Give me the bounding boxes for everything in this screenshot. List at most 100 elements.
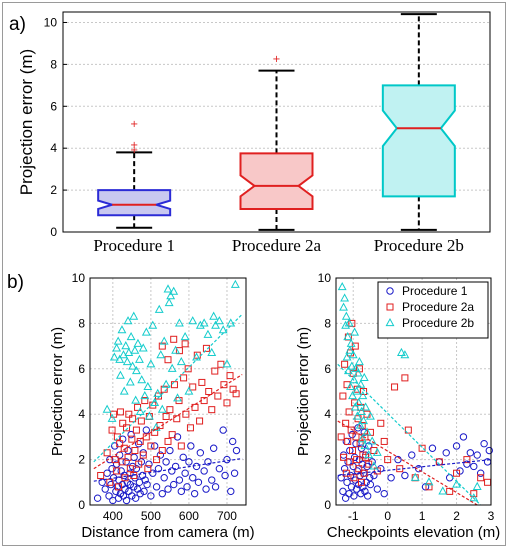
- data-point: [111, 456, 119, 464]
- data-point: [202, 485, 210, 493]
- data-point: [135, 460, 143, 468]
- data-point: [143, 381, 153, 391]
- data-point: [208, 476, 216, 484]
- data-point: [472, 481, 482, 490]
- data-point: [354, 356, 364, 366]
- data-point: [124, 453, 132, 461]
- x-tick-label: 500: [141, 509, 161, 523]
- data-point: [166, 406, 174, 414]
- data-point: [219, 426, 227, 434]
- data-point: [369, 461, 379, 470]
- data-point: [189, 474, 197, 482]
- data-point: [214, 392, 222, 400]
- legend-marker: [386, 303, 394, 311]
- data-point: [349, 447, 357, 455]
- data-point: [183, 483, 191, 491]
- data-point: [123, 316, 133, 325]
- data-point: [102, 404, 112, 413]
- data-point: [143, 480, 151, 489]
- box-1: +++: [97, 119, 172, 229]
- data-point: [151, 422, 161, 431]
- data-point: [146, 359, 156, 368]
- data-point: [232, 390, 240, 398]
- data-point: [185, 458, 193, 466]
- y-tick-label: 0: [50, 225, 57, 239]
- y-tick-label: 2: [324, 453, 331, 467]
- data-point: [153, 388, 163, 397]
- legend-entry: Procedure 1: [402, 284, 468, 298]
- data-point: [223, 399, 231, 407]
- data-point: [181, 469, 189, 477]
- data-point: [131, 366, 141, 375]
- data-point: [157, 404, 167, 413]
- data-point: [188, 316, 198, 325]
- data-point: [428, 444, 437, 452]
- data-point: [204, 458, 212, 466]
- data-point: [115, 370, 125, 379]
- data-point: [345, 489, 353, 498]
- data-point: [365, 460, 373, 468]
- trend-line-1: [337, 459, 492, 477]
- data-point: [214, 316, 224, 325]
- data-point: [364, 450, 374, 459]
- data-point: [340, 464, 349, 473]
- data-point: [93, 494, 102, 502]
- data-point: [125, 410, 133, 418]
- data-point: [211, 483, 220, 491]
- y-tick-label: 8: [78, 316, 85, 330]
- data-point: [418, 444, 426, 452]
- data-point: [170, 381, 178, 389]
- data-point: [366, 480, 375, 489]
- category-label: Procedure 2a: [232, 236, 322, 255]
- data-point: [98, 478, 106, 486]
- data-point: [152, 483, 161, 491]
- data-point: [463, 456, 471, 464]
- data-point: [372, 447, 382, 456]
- data-point: [130, 483, 138, 491]
- data-point: [156, 451, 165, 459]
- x-tick-label: 1: [419, 509, 426, 523]
- data-point: [147, 492, 155, 500]
- data-point: [400, 350, 410, 359]
- data-point: [127, 430, 135, 439]
- data-point: [122, 496, 131, 505]
- category-label: Procedure 1: [93, 236, 175, 255]
- data-point: [116, 408, 124, 416]
- data-point: [394, 455, 402, 464]
- data-point: [147, 442, 155, 450]
- data-point: [145, 460, 153, 468]
- data-point: [121, 341, 131, 350]
- data-point: [363, 492, 372, 500]
- series-3: [102, 279, 240, 431]
- data-point: [161, 379, 171, 388]
- data-point: [124, 347, 134, 357]
- data-point: [347, 426, 355, 434]
- data-point: [424, 477, 434, 486]
- y-tick-label: 6: [324, 362, 331, 376]
- data-point: [126, 465, 134, 473]
- data-point: [343, 331, 353, 341]
- data-point: [476, 469, 485, 477]
- data-point: [141, 476, 149, 484]
- y-axis-label: Projection error (m): [17, 49, 36, 195]
- y-axis-label: Projection error (m): [295, 327, 312, 456]
- data-point: [112, 460, 121, 468]
- trend-line-2: [93, 373, 243, 470]
- data-point: [352, 386, 362, 395]
- data-point: [121, 474, 129, 482]
- data-point: [200, 467, 208, 475]
- figure-frame: [2, 2, 506, 546]
- data-point: [387, 474, 395, 482]
- data-point: [358, 390, 368, 400]
- data-point: [357, 489, 365, 498]
- x-tick-label: 700: [217, 509, 237, 523]
- data-point: [361, 402, 371, 411]
- y-tick-label: 4: [78, 407, 85, 421]
- data-point: [401, 471, 409, 480]
- data-point: [135, 406, 145, 416]
- data-point: [173, 415, 181, 423]
- data-point: [125, 377, 135, 386]
- x-tick-label: 0: [384, 509, 391, 523]
